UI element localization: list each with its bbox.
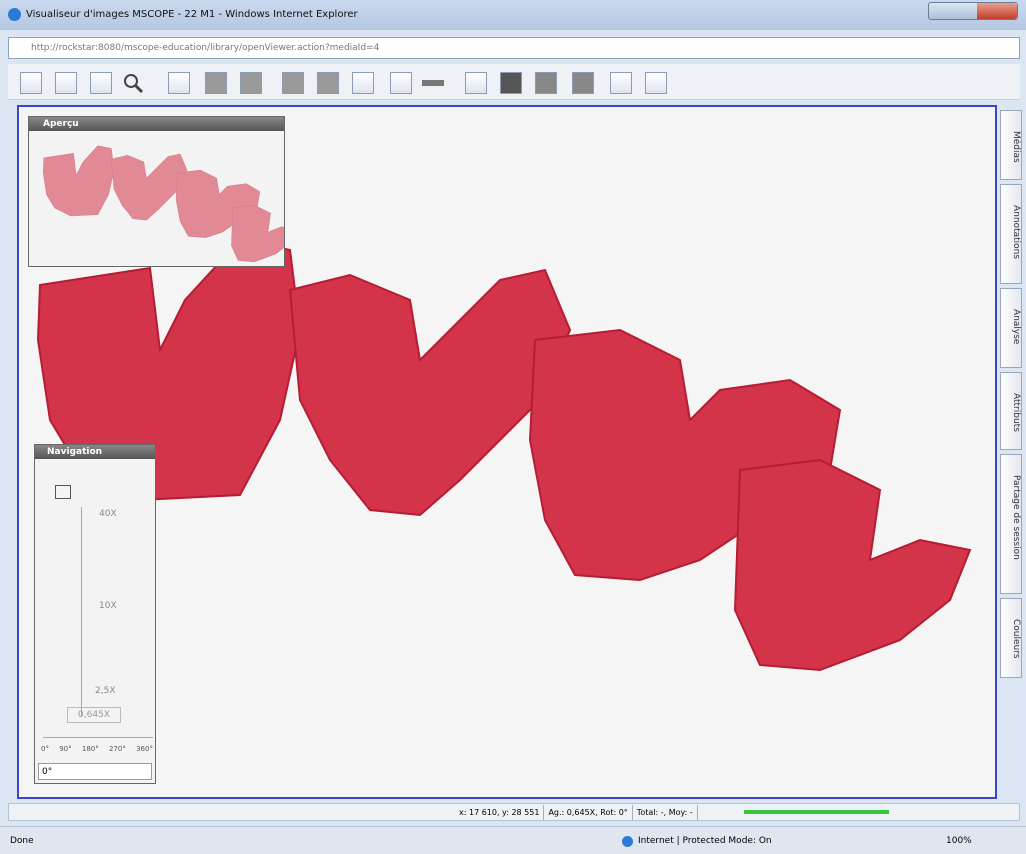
status-fields: x: 17 610, y: 28 551 Ag.: 0,645X, Rot: 0… (455, 805, 698, 820)
security-zone: Internet | Protected Mode: On (638, 836, 772, 846)
zoom-level: 2,5X (95, 686, 116, 696)
ie-icon (8, 8, 21, 21)
status-text: Done (10, 836, 34, 846)
tool-button[interactable] (572, 72, 594, 94)
tool-button[interactable] (465, 72, 487, 94)
tool-button[interactable] (317, 72, 339, 94)
tool-button[interactable] (55, 72, 77, 94)
zoom-slider[interactable] (81, 507, 82, 717)
tool-button[interactable] (422, 80, 444, 86)
zoom-tool[interactable] (122, 72, 144, 94)
tool-button[interactable] (535, 72, 557, 94)
rotation-tick: 270° (108, 745, 126, 753)
rotation-tick: 180° (81, 745, 99, 753)
sidebar-tab[interactable]: Médias (1000, 110, 1022, 180)
rotation-input[interactable]: 0° (38, 763, 152, 780)
rotation-tick: 0° (41, 745, 49, 753)
tool-button[interactable] (20, 72, 42, 94)
rotation-slider[interactable] (43, 737, 153, 738)
overview-panel: Aperçu (28, 116, 285, 267)
rotation-scale: 0° 90° 180° 270° 360° (41, 745, 153, 753)
zoom-level: 40X (99, 509, 117, 519)
rotation-tick: 360° (136, 745, 153, 753)
tool-button[interactable] (352, 72, 374, 94)
page-zoom[interactable]: 100% (946, 836, 972, 846)
tool-button[interactable] (390, 72, 412, 94)
url: http://rockstar:8080/mscope-education/li… (31, 43, 380, 53)
rotation-tick: 90° (59, 745, 72, 753)
sidebar-tab[interactable]: Attributs (1000, 372, 1022, 450)
sidebar-tab[interactable]: Couleurs (1000, 598, 1022, 678)
tool-button[interactable] (610, 72, 632, 94)
title-bar: Visualiseur d'images MSCOPE - 22 M1 - Wi… (0, 0, 1026, 30)
tool-button[interactable] (282, 72, 304, 94)
tool-button[interactable] (240, 72, 262, 94)
panel-header: Navigation (35, 445, 155, 459)
navigation-panel: Navigation 40X 10X 2,5X 0,645X 0° 90° 18… (34, 444, 156, 784)
zoom-level: 10X (99, 601, 117, 611)
overview-thumbnail (42, 145, 284, 263)
zone-icon (622, 836, 633, 847)
help-button[interactable] (645, 72, 667, 94)
window-title: Visualiseur d'images MSCOPE - 22 M1 - Wi… (26, 9, 358, 20)
tissue-section (37, 239, 971, 671)
coordinates: x: 17 610, y: 28 551 (455, 805, 545, 820)
magnification: Ag.: 0,645X, Rot: 0° (544, 805, 633, 820)
current-zoom: 0,645X (67, 707, 121, 723)
viewer-status-bar: x: 17 610, y: 28 551 Ag.: 0,645X, Rot: 0… (8, 803, 1020, 821)
progress-bar (744, 810, 889, 814)
panel-title: Aperçu (43, 119, 79, 129)
stats: Total: -, Moy: - (633, 805, 698, 820)
sidebar-tab[interactable]: Analyse (1000, 288, 1022, 368)
window-controls[interactable] (928, 2, 1018, 20)
nav-icon[interactable] (55, 485, 71, 499)
sidebar-tab[interactable]: Annotations (1000, 184, 1022, 284)
browser-status-bar: Done Internet | Protected Mode: On 100% (0, 826, 1026, 854)
tool-button[interactable] (90, 72, 112, 94)
address-bar[interactable]: http://rockstar:8080/mscope-education/li… (8, 37, 1020, 59)
panel-title: Navigation (47, 447, 103, 457)
tool-button[interactable] (205, 72, 227, 94)
panel-header: Aperçu (29, 117, 284, 131)
print-button[interactable] (500, 72, 522, 94)
close-button[interactable] (977, 3, 1017, 19)
sidebar-tab[interactable]: Partage de session (1000, 454, 1022, 594)
tool-button[interactable] (168, 72, 190, 94)
